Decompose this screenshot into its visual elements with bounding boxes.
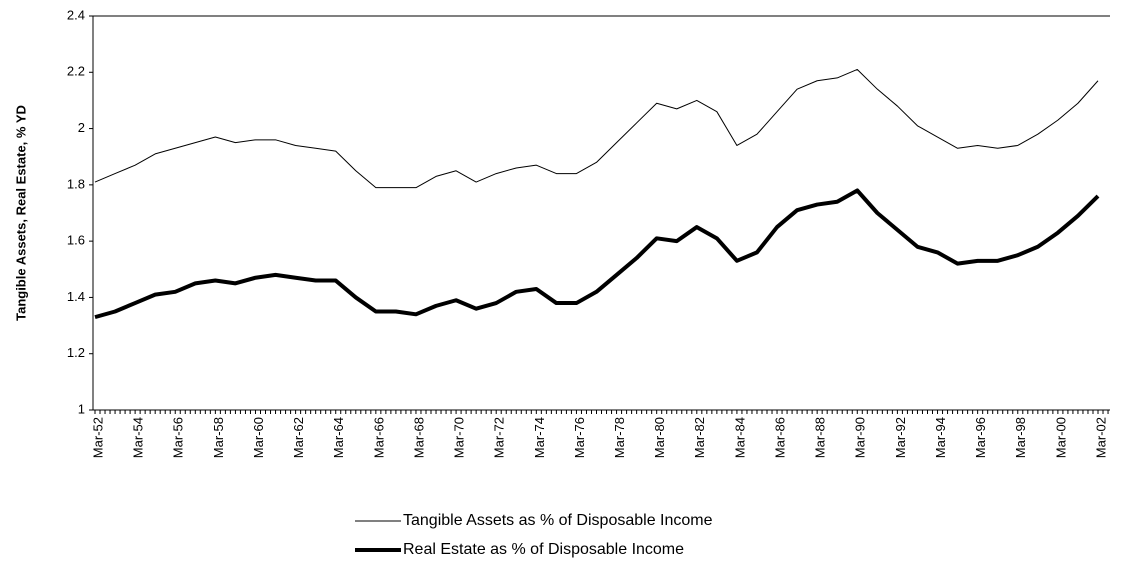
y-tick-label: 2 bbox=[78, 120, 85, 135]
x-tick-label: Mar-86 bbox=[772, 417, 787, 458]
x-tick-label: Mar-90 bbox=[853, 417, 868, 458]
y-tick-label: 1.2 bbox=[67, 345, 85, 360]
y-tick-label: 2.4 bbox=[67, 7, 85, 22]
x-tick-label: Mar-94 bbox=[933, 417, 948, 458]
y-tick-label: 1 bbox=[78, 401, 85, 416]
x-tick-label: Mar-74 bbox=[532, 417, 547, 458]
x-tick-label: Mar-76 bbox=[572, 417, 587, 458]
x-tick-label: Mar-68 bbox=[411, 417, 426, 458]
x-tick-label: Mar-78 bbox=[612, 417, 627, 458]
x-tick-label: Mar-52 bbox=[90, 417, 105, 458]
x-tick-label: Mar-70 bbox=[452, 417, 467, 458]
x-tick-label: Mar-56 bbox=[171, 417, 186, 458]
x-tick-label: Mar-54 bbox=[131, 417, 146, 458]
series-line bbox=[94, 68, 1099, 189]
x-tick-label: Mar-66 bbox=[371, 417, 386, 458]
x-tick-label: Mar-60 bbox=[251, 417, 266, 458]
x-tick-label: Mar-80 bbox=[652, 417, 667, 458]
y-tick-label: 1.8 bbox=[67, 176, 85, 191]
x-tick-label: Mar-02 bbox=[1093, 417, 1108, 458]
legend-label: Real Estate as % of Disposable Income bbox=[403, 541, 684, 558]
x-tick-label: Mar-88 bbox=[813, 417, 828, 458]
x-tick-label: Mar-00 bbox=[1053, 417, 1068, 458]
y-tick-label: 2.2 bbox=[67, 64, 85, 79]
x-tick-label: Mar-62 bbox=[291, 417, 306, 458]
x-tick-label: Mar-82 bbox=[692, 417, 707, 458]
x-tick-label: Mar-84 bbox=[732, 417, 747, 458]
x-tick-label: Mar-58 bbox=[211, 417, 226, 458]
legend-label: Tangible Assets as % of Disposable Incom… bbox=[403, 512, 713, 529]
x-tick-label: Mar-72 bbox=[492, 417, 507, 458]
y-axis-label: Tangible Assets, Real Estate, % YD bbox=[13, 105, 28, 321]
y-tick-label: 1.4 bbox=[67, 289, 85, 304]
series-line bbox=[94, 188, 1100, 320]
x-tick-label: Mar-64 bbox=[331, 417, 346, 458]
x-tick-label: Mar-92 bbox=[893, 417, 908, 458]
x-tick-label: Mar-96 bbox=[973, 417, 988, 458]
x-tick-label: Mar-98 bbox=[1013, 417, 1028, 458]
y-tick-label: 1.6 bbox=[67, 233, 85, 248]
